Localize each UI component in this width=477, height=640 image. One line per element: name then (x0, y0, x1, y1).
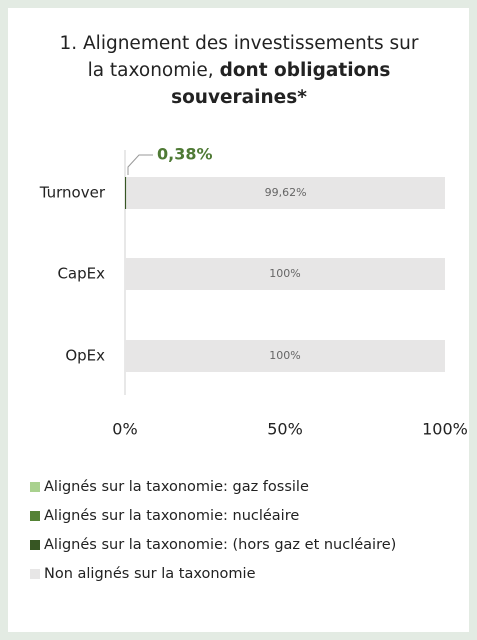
legend-swatch (30, 511, 40, 521)
x-tick-label: 50% (267, 420, 303, 439)
y-tick-label: OpEx (65, 347, 105, 365)
legend-label: Alignés sur la taxonomie: (hors gaz et n… (44, 537, 396, 553)
legend-label: Alignés sur la taxonomie: gaz fossile (44, 479, 309, 495)
panel (8, 8, 469, 632)
legend-label: Non alignés sur la taxonomie (44, 566, 256, 582)
value-label: 100% (269, 267, 300, 280)
x-tick-label: 0% (112, 420, 137, 439)
value-label: 100% (269, 349, 300, 362)
x-tick-label: 100% (422, 420, 468, 439)
legend-swatch (30, 482, 40, 492)
bar-segment (125, 258, 445, 290)
title-text: 1. Alignement des investissements sur la… (59, 33, 419, 81)
y-tick-label: Turnover (39, 184, 106, 202)
value-label: 0,38% (157, 145, 213, 164)
y-tick-label: CapEx (57, 265, 105, 283)
leader-line (127, 154, 153, 175)
bar-segment (125, 340, 445, 372)
chart-title: 1. Alignement des investissements sur la… (58, 30, 420, 111)
bar-segment (126, 177, 445, 209)
legend-label: Alignés sur la taxonomie: nucléaire (44, 508, 299, 524)
legend-swatch (30, 569, 40, 579)
value-label: 99,62% (265, 186, 307, 199)
title-bold: dont obligations souveraines* (171, 60, 391, 108)
legend-swatch (30, 540, 40, 550)
bar-segment (125, 177, 127, 209)
